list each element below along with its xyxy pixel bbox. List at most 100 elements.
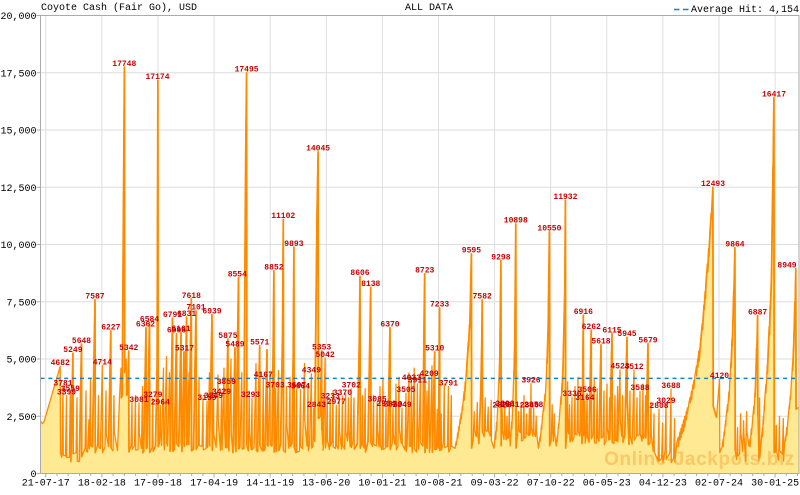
svg-text:21-07-17: 21-07-17: [22, 479, 70, 490]
svg-text:3926: 3926: [521, 376, 540, 385]
svg-text:5618: 5618: [591, 338, 610, 347]
svg-text:12,500: 12,500: [0, 184, 36, 195]
svg-text:6096: 6096: [167, 327, 186, 336]
svg-text:3249: 3249: [204, 392, 223, 401]
svg-text:4349: 4349: [302, 367, 321, 376]
svg-text:2890: 2890: [495, 400, 514, 409]
svg-text:2904: 2904: [376, 400, 395, 409]
svg-text:3336: 3336: [562, 390, 581, 399]
svg-text:2869: 2869: [383, 401, 402, 410]
svg-text:Average Hit: 4,154: Average Hit: 4,154: [691, 4, 799, 16]
svg-text:4033: 4033: [402, 374, 421, 383]
svg-text:Coyote Cash (Fair Go), USD: Coyote Cash (Fair Go), USD: [41, 2, 197, 14]
svg-text:3399: 3399: [57, 388, 76, 397]
svg-text:5317: 5317: [175, 345, 194, 354]
svg-text:17-09-18: 17-09-18: [134, 479, 182, 490]
svg-text:5042: 5042: [315, 351, 334, 360]
svg-text:8554: 8554: [228, 270, 247, 279]
svg-text:3688: 3688: [661, 382, 680, 391]
svg-text:6584: 6584: [140, 316, 159, 325]
svg-text:17174: 17174: [145, 73, 169, 82]
svg-text:Online-Jackpots.biz: Online-Jackpots.biz: [604, 449, 795, 470]
svg-text:14045: 14045: [306, 145, 330, 154]
svg-text:16417: 16417: [762, 90, 786, 99]
svg-text:3505: 3505: [396, 386, 415, 395]
svg-text:20,000: 20,000: [0, 12, 36, 23]
svg-text:10550: 10550: [537, 225, 561, 234]
svg-text:2,500: 2,500: [6, 413, 36, 424]
svg-text:4523: 4523: [610, 363, 629, 372]
svg-text:14-11-19: 14-11-19: [246, 479, 294, 490]
svg-text:7618: 7618: [182, 292, 201, 301]
svg-text:11932: 11932: [553, 193, 577, 202]
svg-text:3029: 3029: [656, 397, 675, 406]
svg-text:12493: 12493: [701, 180, 725, 189]
svg-text:7582: 7582: [473, 293, 492, 302]
svg-text:11102: 11102: [271, 212, 295, 221]
svg-text:3085: 3085: [367, 396, 386, 405]
svg-text:30-01-25: 30-01-25: [751, 479, 799, 490]
svg-text:6939: 6939: [202, 307, 221, 316]
svg-text:3506: 3506: [577, 386, 596, 395]
svg-text:10-08-21: 10-08-21: [414, 479, 462, 490]
svg-text:5945: 5945: [617, 330, 636, 339]
svg-text:15,000: 15,000: [0, 127, 36, 138]
svg-text:09-03-22: 09-03-22: [471, 479, 519, 490]
svg-text:3664: 3664: [291, 382, 310, 391]
svg-text:04-12-23: 04-12-23: [639, 479, 687, 490]
svg-text:6115: 6115: [602, 326, 621, 335]
svg-text:3370: 3370: [333, 389, 352, 398]
svg-text:6887: 6887: [748, 309, 767, 318]
svg-text:2826: 2826: [492, 402, 511, 411]
svg-text:3159: 3159: [197, 394, 216, 403]
svg-text:5,000: 5,000: [6, 356, 36, 367]
svg-text:2840: 2840: [520, 401, 539, 410]
svg-text:2843: 2843: [307, 401, 326, 410]
svg-text:7233: 7233: [430, 301, 449, 310]
svg-text:02-07-24: 02-07-24: [695, 479, 743, 490]
svg-text:17495: 17495: [235, 66, 259, 75]
svg-text:13-06-20: 13-06-20: [302, 479, 350, 490]
svg-text:2858: 2858: [524, 401, 543, 410]
svg-text:6916: 6916: [574, 308, 593, 317]
svg-text:9298: 9298: [491, 253, 510, 262]
svg-text:8138: 8138: [361, 280, 380, 289]
svg-text:3702: 3702: [342, 382, 361, 391]
svg-text:7,500: 7,500: [6, 298, 36, 309]
svg-text:5249: 5249: [63, 346, 82, 355]
svg-text:5875: 5875: [218, 332, 237, 341]
svg-text:9595: 9595: [462, 247, 481, 256]
svg-text:3279: 3279: [143, 391, 162, 400]
svg-text:10,000: 10,000: [0, 241, 36, 252]
svg-text:17,500: 17,500: [0, 69, 36, 80]
svg-text:3081: 3081: [129, 396, 148, 405]
svg-text:3781: 3781: [53, 380, 72, 389]
svg-text:8606: 8606: [350, 269, 369, 278]
svg-text:6370: 6370: [380, 320, 399, 329]
svg-text:4167: 4167: [254, 371, 273, 380]
svg-text:6362: 6362: [136, 321, 155, 330]
svg-text:5342: 5342: [119, 344, 138, 353]
svg-text:2849: 2849: [392, 401, 411, 410]
svg-text:5489: 5489: [225, 341, 244, 350]
svg-text:3588: 3588: [630, 384, 649, 393]
svg-text:18-02-18: 18-02-18: [78, 479, 126, 490]
svg-text:5353: 5353: [312, 344, 331, 353]
svg-text:07-10-22: 07-10-22: [527, 479, 575, 490]
svg-text:2841: 2841: [500, 401, 519, 410]
svg-text:10-01-21: 10-01-21: [358, 479, 406, 490]
svg-text:3697: 3697: [287, 382, 306, 391]
svg-text:3703: 3703: [265, 382, 284, 391]
svg-text:0: 0: [30, 470, 36, 481]
svg-text:3911: 3911: [408, 377, 427, 386]
svg-text:6262: 6262: [582, 323, 601, 332]
svg-text:3293: 3293: [241, 391, 260, 400]
svg-text:9864: 9864: [725, 240, 744, 249]
svg-text:4512: 4512: [624, 363, 643, 372]
svg-text:7587: 7587: [85, 293, 104, 302]
svg-text:6791: 6791: [163, 311, 182, 320]
svg-text:3429: 3429: [212, 388, 231, 397]
svg-text:7101: 7101: [186, 304, 205, 313]
svg-text:3859: 3859: [217, 378, 236, 387]
svg-text:5571: 5571: [250, 339, 269, 348]
